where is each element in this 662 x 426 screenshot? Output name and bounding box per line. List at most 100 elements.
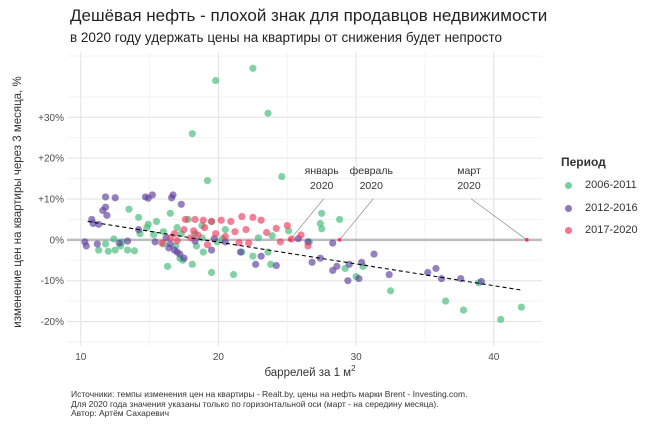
data-point-2017-2020 — [297, 231, 305, 239]
chart-subtitle: в 2020 году удержать цены на квартиры от… — [70, 30, 503, 45]
data-point-2006-2011 — [130, 247, 139, 255]
data-point-2006-2011 — [249, 252, 257, 260]
data-point-2006-2011 — [152, 217, 161, 226]
data-point-2006-2011 — [104, 247, 112, 255]
y-tick-label: 0% — [50, 235, 65, 246]
data-point-2006-2011 — [134, 213, 143, 221]
data-point-2012-2016 — [180, 254, 188, 262]
data-point-2017-2020 — [231, 228, 239, 236]
data-point-2006-2011 — [267, 260, 275, 268]
data-point-2012-2016 — [316, 254, 324, 262]
data-point-2017-2020 — [199, 216, 207, 224]
data-point-2006-2011 — [111, 246, 119, 254]
data-point-2017-2020 — [194, 231, 202, 239]
data-point-2006-2011 — [459, 306, 468, 314]
data-point-2017-2020 — [238, 212, 246, 221]
data-point-2006-2011 — [221, 226, 229, 234]
data-point-2006-2011 — [199, 248, 207, 256]
data-point-2006-2011 — [212, 76, 220, 85]
x-tick-label: 40 — [488, 352, 500, 363]
data-point-2012-2016 — [101, 193, 110, 201]
data-point-2006-2011 — [188, 130, 196, 138]
data-point-2006-2011 — [110, 235, 118, 243]
data-point-2006-2011 — [207, 268, 216, 277]
data-point-2006-2011 — [268, 232, 276, 240]
data-point-2012-2016 — [257, 252, 265, 260]
data-point-2006-2011 — [150, 230, 158, 239]
data-point-2006-2011 — [188, 260, 196, 268]
data-point-2012-2016 — [123, 237, 132, 245]
x-axis-label: баррелей за 1 м2 — [200, 364, 420, 379]
y-tick-label: +20% — [38, 154, 64, 165]
data-point-2006-2011 — [517, 303, 525, 311]
x-axis-label-text: баррелей за 1 м — [264, 366, 352, 379]
caption-line: Автор: Артём Сахаревич — [71, 408, 169, 418]
data-point-2006-2011 — [173, 223, 181, 232]
data-point-2012-2016 — [148, 191, 156, 199]
data-point-2006-2011 — [442, 297, 450, 305]
data-point-2006-2011 — [163, 262, 172, 270]
data-point-2012-2016 — [115, 239, 123, 247]
annotation-month: март — [457, 165, 481, 177]
data-point-2006-2011 — [229, 270, 238, 279]
data-point-2017-2020 — [181, 215, 190, 224]
caption: Источники: темпы изменения цен на кварти… — [71, 389, 467, 419]
data-point-2012-2016 — [345, 260, 353, 268]
y-tick-label: +30% — [38, 113, 64, 124]
data-point-2012-2016 — [207, 246, 216, 254]
chart-title: Дешёвая нефть - плохой знак для продавцо… — [70, 6, 548, 25]
data-point-2012-2016 — [333, 262, 341, 270]
x-tick-label: 10 — [75, 352, 87, 363]
data-point-2006-2011 — [166, 209, 174, 217]
legend-label: 2012-2016 — [585, 202, 638, 214]
data-point-2017-2020 — [217, 216, 225, 224]
data-point-2012-2016 — [103, 211, 111, 219]
data-point-2006-2011 — [497, 315, 505, 324]
data-point-2006-2011 — [318, 209, 326, 217]
data-point-2012-2016 — [308, 258, 316, 266]
data-point-2017-2020 — [249, 213, 257, 221]
annotation-leader-line — [470, 198, 528, 241]
data-point-2017-2020 — [207, 217, 216, 226]
x-tick-label: 30 — [351, 352, 363, 363]
data-point-2012-2016 — [82, 242, 90, 250]
data-point-2006-2011 — [95, 246, 103, 254]
annotation-year: 2020 — [310, 180, 334, 192]
y-tick-label: +10% — [38, 195, 64, 206]
data-point-2020 — [288, 238, 292, 242]
data-point-2017-2020 — [212, 230, 220, 238]
x-tick-label: 20 — [213, 352, 225, 363]
data-point-2006-2011 — [101, 240, 110, 248]
data-point-2017-2020 — [272, 224, 280, 232]
data-point-2017-2020 — [201, 223, 209, 232]
data-point-2017-2020 — [283, 221, 291, 230]
legend-item-2006-2011: 2006-2011 — [565, 179, 637, 191]
data-point-2012-2016 — [95, 220, 103, 228]
data-point-2006-2011 — [254, 234, 262, 242]
data-point-2012-2016 — [272, 261, 280, 270]
data-point-2017-2020 — [263, 228, 271, 237]
data-point-2017-2020 — [276, 238, 285, 246]
data-point-2012-2016 — [329, 239, 337, 247]
annotation-month: январь — [305, 165, 340, 177]
y-axis-label: изменение цен на квартиры через 3 месяца… — [12, 76, 24, 328]
annotation-year: 2020 — [360, 180, 384, 192]
data-point-2006-2011 — [278, 172, 286, 181]
annotation-leader-line — [289, 198, 324, 241]
data-point-2012-2016 — [432, 264, 440, 273]
data-point-2006-2011 — [123, 246, 132, 254]
legend-label: 2006-2011 — [585, 179, 637, 191]
data-point-2006-2011 — [264, 109, 272, 117]
data-point-2012-2016 — [344, 277, 352, 285]
data-point-2017-2020 — [170, 230, 178, 238]
data-point-2017-2020 — [235, 239, 243, 247]
data-point-2017-2020 — [187, 234, 195, 242]
data-point-2006-2011 — [336, 215, 344, 224]
data-point-2012-2016 — [477, 277, 486, 286]
data-point-2020 — [525, 238, 529, 242]
legend-dot-icon — [565, 226, 572, 234]
data-point-2006-2011 — [318, 225, 326, 233]
data-point-2012-2016 — [151, 238, 159, 246]
data-point-2012-2016 — [177, 200, 185, 208]
